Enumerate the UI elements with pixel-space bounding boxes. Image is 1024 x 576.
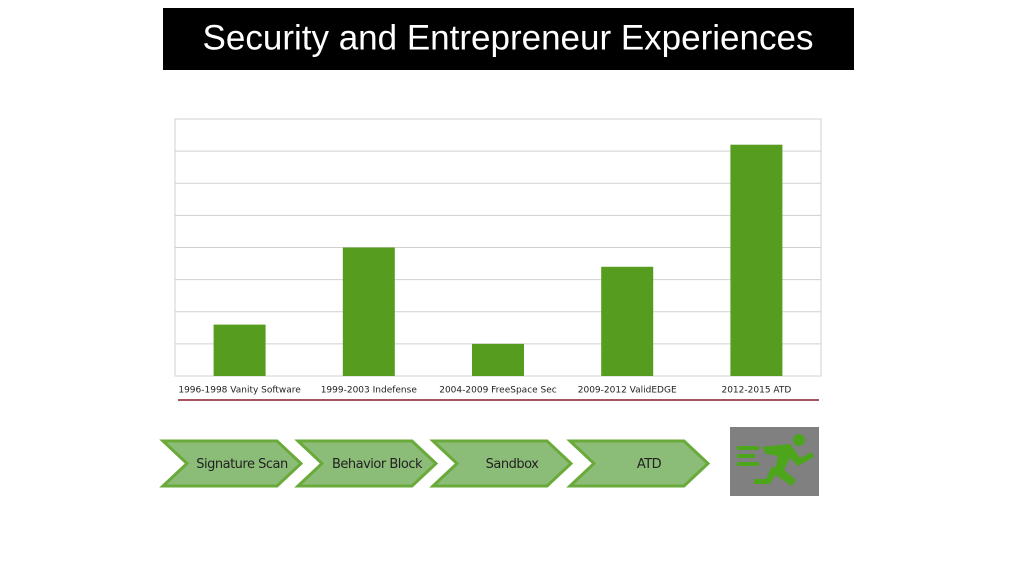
bar bbox=[213, 324, 266, 376]
bar bbox=[342, 247, 395, 376]
x-tick-label: 1999-2003 Indefense bbox=[321, 386, 418, 396]
chart-title: Security and Entrepreneur Experiences bbox=[203, 18, 814, 57]
runner bbox=[737, 434, 814, 486]
x-tick-label: 1996-1998 Vanity Software bbox=[178, 386, 301, 396]
run-icon bbox=[730, 427, 819, 496]
process-label: Signature Scan bbox=[196, 457, 288, 472]
process-arrow bbox=[566, 439, 711, 488]
title-box bbox=[163, 8, 854, 70]
process-arrow bbox=[429, 439, 574, 488]
x-tick-label: 2009-2012 ValidEDGE bbox=[578, 386, 677, 396]
process-arrow bbox=[159, 439, 304, 488]
process-label: Behavior Block bbox=[332, 457, 423, 472]
process-arrow bbox=[294, 439, 439, 488]
bar bbox=[601, 266, 654, 376]
bar bbox=[730, 144, 783, 376]
x-tick-label: 2012-2015 ATD bbox=[721, 386, 791, 396]
bar bbox=[472, 343, 524, 376]
process-label: ATD bbox=[637, 457, 662, 472]
x-tick-label: 2004-2009 FreeSpace Sec bbox=[439, 386, 557, 396]
process-label: Sandbox bbox=[486, 457, 540, 472]
